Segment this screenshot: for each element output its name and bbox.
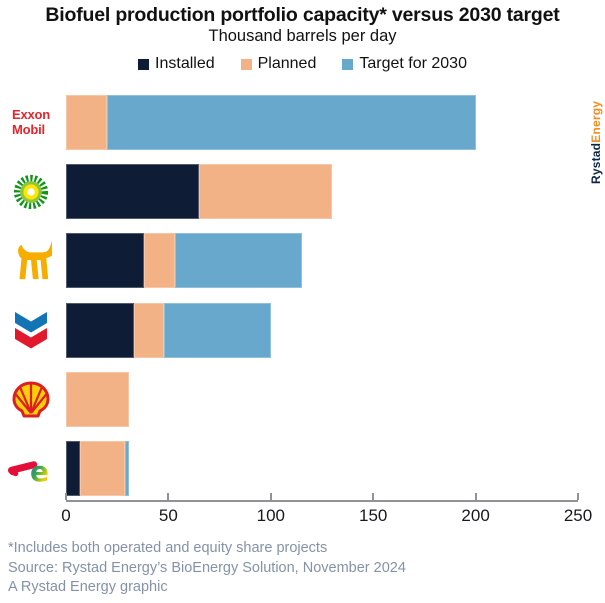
x-axis-tick-label: 0 <box>61 506 71 525</box>
chevron-logo-icon <box>0 303 62 358</box>
eni-dog-logo-icon <box>0 233 62 288</box>
bar-segment-installed <box>66 164 200 219</box>
bar-segment-target-for-2030 <box>125 441 130 496</box>
chart-title: Biofuel production portfolio capacity* v… <box>45 4 560 26</box>
legend-label: Target for 2030 <box>359 55 467 72</box>
x-axis-tick <box>474 493 477 500</box>
exxonmobil-logo-icon: Exxon Mobil <box>0 95 62 150</box>
x-axis-tick-label: 100 <box>256 506 285 525</box>
x-axis-tick <box>372 493 375 500</box>
plot-area: Exxon Mobil <box>0 90 605 550</box>
legend-item-installed: Installed <box>138 55 215 73</box>
svg-text:e: e <box>30 455 49 488</box>
chart-subtitle: Thousand barrels per day <box>208 27 397 45</box>
footnote-source: Source: Rystad Energy’s BioEnergy Soluti… <box>8 559 406 576</box>
bar-chevron <box>66 303 578 358</box>
legend-swatch-icon <box>240 59 252 70</box>
footnotes: *Includes both operated and equity share… <box>8 539 598 598</box>
legend: Installed Planned Target for 2030 <box>0 55 605 73</box>
shell-logo-icon <box>0 372 62 427</box>
x-axis-tick <box>577 493 579 500</box>
bar-segment-installed <box>66 303 134 358</box>
bar-row-shell <box>0 372 605 427</box>
bar-eni <box>66 233 578 288</box>
x-axis-tick <box>167 493 170 500</box>
bp-helios-logo-icon <box>0 164 62 219</box>
bar-row-totalenergies: e <box>0 441 605 496</box>
footnote-credit: A Rystad Energy graphic <box>8 579 168 595</box>
x-axis-tick <box>269 493 272 500</box>
bar-row-bp <box>0 164 605 219</box>
x-axis-tick <box>65 493 67 500</box>
bar-segment-target-for-2030 <box>174 233 302 288</box>
footnote-asterisk: *Includes both operated and equity share… <box>8 540 328 556</box>
exxon-logo-line2: Mobil <box>11 121 45 137</box>
bar-segment-installed <box>66 233 144 288</box>
bar-segment-planned <box>143 233 175 288</box>
x-axis-tick-label: 50 <box>158 506 178 525</box>
legend-item-planned: Planned <box>240 55 317 73</box>
bar-exxonmobil <box>66 95 578 150</box>
bar-bp <box>66 164 578 219</box>
bar-segment-planned <box>66 372 130 427</box>
exxon-logo-line1: Exxon <box>11 107 50 123</box>
x-axis-tick-label: 200 <box>461 506 490 525</box>
bar-segment-planned <box>80 441 126 496</box>
x-axis-tick-label: 250 <box>563 506 593 525</box>
bar-segment-installed <box>66 441 81 496</box>
x-axis-tick-label: 150 <box>359 506 388 525</box>
bar-shell <box>66 372 578 427</box>
bar-segment-planned <box>199 164 333 219</box>
legend-swatch-icon <box>138 59 150 70</box>
totalenergies-logo-icon: e <box>0 441 62 496</box>
legend-swatch-icon <box>342 59 354 70</box>
legend-label: Planned <box>257 55 317 72</box>
bar-row-chevron <box>0 303 605 358</box>
bar-segment-planned <box>133 303 165 358</box>
legend-item-target-for-2030: Target for 2030 <box>342 55 467 73</box>
bar-segment-target-for-2030 <box>164 303 271 358</box>
legend-label: Installed <box>155 55 215 72</box>
bar-row-eni <box>0 233 605 288</box>
bar-totalenergies <box>66 441 578 496</box>
x-axis-line <box>66 500 578 502</box>
bar-segment-target-for-2030 <box>106 95 476 150</box>
bar-segment-planned <box>66 95 107 150</box>
bar-row-exxonmobil: Exxon Mobil <box>0 95 605 150</box>
